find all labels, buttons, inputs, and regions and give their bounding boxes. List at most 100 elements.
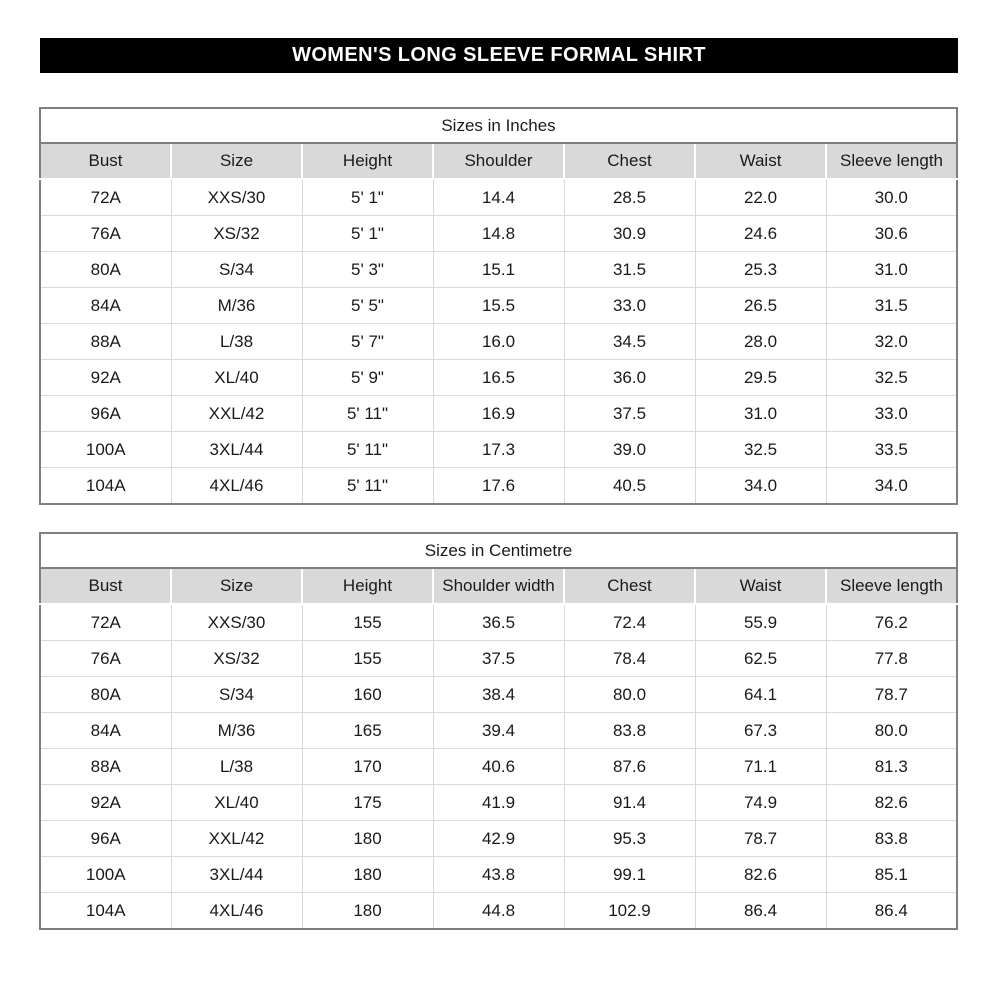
table-cell: 175 — [302, 784, 434, 821]
table-cell: 31.0 — [695, 395, 827, 432]
table-cell: 165 — [302, 712, 434, 749]
column-header: Chest — [564, 143, 696, 180]
table-row: 104A 4XL/46 5' 11" 17.6 40.5 34.0 34.0 — [40, 467, 957, 504]
table-row: 100A 3XL/44 5' 11" 17.3 39.0 32.5 33.5 — [40, 431, 957, 468]
table-cell: 104A — [40, 892, 172, 929]
table-row: 96A XXL/42 180 42.9 95.3 78.7 83.8 — [40, 820, 957, 857]
table-cell: 155 — [302, 604, 434, 641]
table-cell: 104A — [40, 467, 172, 504]
table-cell: 5' 11" — [302, 395, 434, 432]
table-cell: 15.5 — [433, 287, 565, 324]
table-cell: 96A — [40, 395, 172, 432]
table-cell: 80A — [40, 676, 172, 713]
table-cell: L/38 — [171, 323, 303, 360]
table-cell: 43.8 — [433, 856, 565, 893]
table-cell: 14.4 — [433, 179, 565, 216]
table-cell: 5' 1" — [302, 179, 434, 216]
table-cell: 16.0 — [433, 323, 565, 360]
table-cell: 16.9 — [433, 395, 565, 432]
table-cell: 32.5 — [695, 431, 827, 468]
table-cell: S/34 — [171, 676, 303, 713]
table-row: 92A XL/40 175 41.9 91.4 74.9 82.6 — [40, 784, 957, 821]
column-header: Size — [171, 143, 303, 180]
table-cell: 96A — [40, 820, 172, 857]
table-cell: 78.7 — [826, 676, 957, 713]
table-cell: 25.3 — [695, 251, 827, 288]
table-row: 80A S/34 160 38.4 80.0 64.1 78.7 — [40, 676, 957, 713]
table-row: 84A M/36 5' 5" 15.5 33.0 26.5 31.5 — [40, 287, 957, 324]
table-cell: 160 — [302, 676, 434, 713]
table-cell: 24.6 — [695, 215, 827, 252]
table-cell: 42.9 — [433, 820, 565, 857]
table-cell: 155 — [302, 640, 434, 677]
table-cell: 32.0 — [826, 323, 957, 360]
table-cell: 34.5 — [564, 323, 696, 360]
table-cell: 80.0 — [826, 712, 957, 749]
table-cell: 95.3 — [564, 820, 696, 857]
table-cell: 76.2 — [826, 604, 957, 641]
table-cell: 76A — [40, 640, 172, 677]
table-cell: 82.6 — [695, 856, 827, 893]
table-cell: 44.8 — [433, 892, 565, 929]
table-cell: 3XL/44 — [171, 856, 303, 893]
table-cell: 34.0 — [695, 467, 827, 504]
table-cell: 36.5 — [433, 604, 565, 641]
table-cell: XXS/30 — [171, 604, 303, 641]
column-header: Sleeve length — [826, 143, 957, 180]
table-cell: 100A — [40, 431, 172, 468]
table-cell: 3XL/44 — [171, 431, 303, 468]
table-cell: 83.8 — [564, 712, 696, 749]
table-row: 76A XS/32 5' 1" 14.8 30.9 24.6 30.6 — [40, 215, 957, 252]
table-cell: 88A — [40, 748, 172, 785]
table-cell: 84A — [40, 287, 172, 324]
table-cell: 39.4 — [433, 712, 565, 749]
table-cell: 86.4 — [695, 892, 827, 929]
table-cell: XL/40 — [171, 784, 303, 821]
table-cell: 88A — [40, 323, 172, 360]
table-cell: 83.8 — [826, 820, 957, 857]
sizes-in-centimetre-table: Sizes in Centimetre Bust Size Height Shoulde… — [39, 532, 958, 930]
table-cell: 80.0 — [564, 676, 696, 713]
table-cell: 4XL/46 — [171, 467, 303, 504]
table-cell: 22.0 — [695, 179, 827, 216]
table-cell: 180 — [302, 820, 434, 857]
table-cell: 71.1 — [695, 748, 827, 785]
table-cell: M/36 — [171, 287, 303, 324]
table-caption: Sizes in Centimetre — [40, 533, 957, 569]
table-cell: 39.0 — [564, 431, 696, 468]
table-cell: 5' 7" — [302, 323, 434, 360]
column-header: Waist — [695, 143, 827, 180]
table-cell: 36.0 — [564, 359, 696, 396]
table-cell: M/36 — [171, 712, 303, 749]
table-cell: 81.3 — [826, 748, 957, 785]
page-title: WOMEN'S LONG SLEEVE FORMAL SHIRT — [40, 38, 958, 73]
table-cell: 86.4 — [826, 892, 957, 929]
table-cell: 40.6 — [433, 748, 565, 785]
table-cell: 180 — [302, 892, 434, 929]
table-cell: 5' 11" — [302, 467, 434, 504]
table-cell: 55.9 — [695, 604, 827, 641]
table-cell: 28.5 — [564, 179, 696, 216]
table-row: 80A S/34 5' 3" 15.1 31.5 25.3 31.0 — [40, 251, 957, 288]
table-cell: 33.0 — [826, 395, 957, 432]
table-cell: 4XL/46 — [171, 892, 303, 929]
table-row: 92A XL/40 5' 9" 16.5 36.0 29.5 32.5 — [40, 359, 957, 396]
table-cell: XS/32 — [171, 640, 303, 677]
table-cell: 78.7 — [695, 820, 827, 857]
table-cell: 72A — [40, 179, 172, 216]
column-header: Height — [302, 143, 434, 180]
table-row: 100A 3XL/44 180 43.8 99.1 82.6 85.1 — [40, 856, 957, 893]
table-cell: 30.9 — [564, 215, 696, 252]
table-cell: 29.5 — [695, 359, 827, 396]
table-row: 76A XS/32 155 37.5 78.4 62.5 77.8 — [40, 640, 957, 677]
column-header: Waist — [695, 568, 827, 605]
table-cell: 33.5 — [826, 431, 957, 468]
table-cell: 80A — [40, 251, 172, 288]
column-header: Bust — [40, 568, 172, 605]
table-cell: 76A — [40, 215, 172, 252]
table-cell: L/38 — [171, 748, 303, 785]
table-cell: 14.8 — [433, 215, 565, 252]
table-cell: 41.9 — [433, 784, 565, 821]
table-cell: 170 — [302, 748, 434, 785]
page-title-text: WOMEN'S LONG SLEEVE FORMAL SHIRT — [292, 44, 706, 66]
